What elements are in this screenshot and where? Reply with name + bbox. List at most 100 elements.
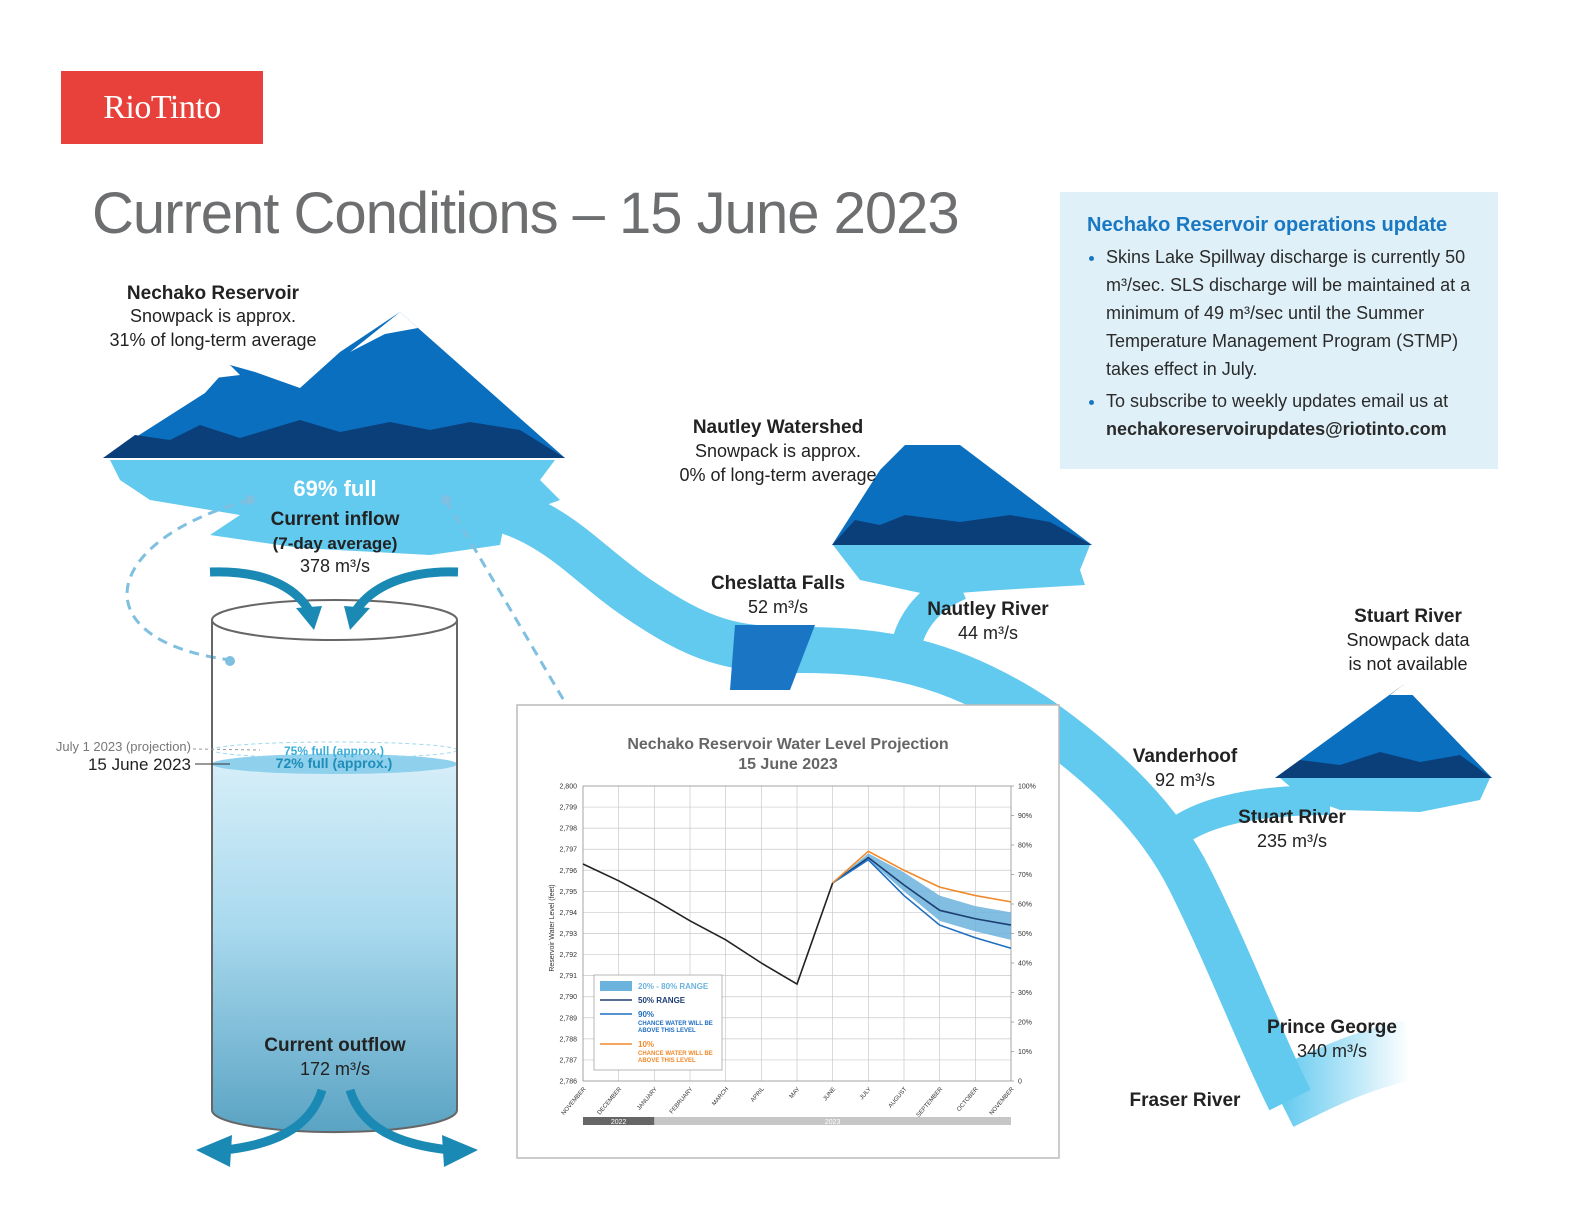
- y-tick-label: 2,798: [559, 826, 577, 833]
- range-band: [832, 853, 1011, 940]
- arrowhead: [196, 1135, 232, 1167]
- location-name: Prince George: [1267, 1017, 1397, 1038]
- location-text: Snowpack is approx.: [130, 306, 296, 326]
- y-tick-label: 2,795: [559, 889, 577, 896]
- arrowhead: [296, 606, 322, 630]
- connector: [444, 499, 585, 734]
- y-tick-label: 2,791: [559, 973, 577, 980]
- series-line: [832, 856, 1012, 926]
- mountain-shade: [103, 420, 565, 458]
- y-tick-label: 2,799: [559, 805, 577, 812]
- connector-dot: [245, 495, 255, 505]
- location-value: 340 m³/s: [1297, 1041, 1367, 1061]
- level-label: 72% full (approx.): [276, 755, 393, 771]
- legend-note-line: CHANCE WATER WILL BE: [638, 1051, 713, 1057]
- outflow-value: 172 m³/s: [300, 1059, 370, 1079]
- legend-label: 50% RANGE: [638, 996, 686, 1005]
- series-line: [832, 850, 1012, 903]
- connector-dot: [441, 495, 451, 505]
- level-label: 75% full (approx.): [284, 744, 384, 758]
- lake: [110, 460, 560, 555]
- location-name: Stuart River: [1238, 807, 1346, 828]
- legend-note-line: CHANCE WATER WILL BE: [638, 1021, 713, 1027]
- y-tick-label: 2,786: [559, 1079, 577, 1086]
- series-line: [832, 858, 1012, 950]
- location-value: 235 m³/s: [1257, 831, 1327, 851]
- chart-subtitle: 15 June 2023: [738, 756, 838, 773]
- location-value: 92 m³/s: [1155, 770, 1215, 790]
- water: [212, 764, 457, 1133]
- path: [345, 1088, 451, 1155]
- logo: RioTinto: [61, 71, 263, 144]
- mountain: [103, 312, 565, 458]
- cylinder-top: [211, 599, 458, 641]
- info-email: nechakoreservoirupdates@riotinto.com: [1106, 419, 1447, 439]
- chart-title: Nechako Reservoir Water Level Projection: [627, 736, 948, 753]
- info-text: Skins Lake Spillway discharge is current…: [1106, 247, 1471, 379]
- mountain-shade: [832, 515, 1092, 545]
- info-list: Skins Lake Spillway discharge is current…: [1087, 243, 1480, 443]
- legend-note-line: ABOVE THIS LEVEL: [638, 1058, 696, 1064]
- y-tick-label: 2,788: [559, 1036, 577, 1043]
- arrowhead: [344, 606, 370, 630]
- info-item: To subscribe to weekly updates email us …: [1106, 387, 1480, 443]
- y2-tick-label: 0: [1018, 1079, 1022, 1086]
- connector-dot: [225, 656, 235, 666]
- year-label: 2022: [611, 1119, 627, 1126]
- mountain: [1275, 685, 1492, 778]
- inflow-arrows: [209, 567, 459, 615]
- inflow-sublabel: (7-day average): [273, 534, 398, 553]
- y2-tick-label: 80%: [1018, 843, 1032, 850]
- mountain-snow: [350, 312, 418, 352]
- level-date: 15 June 2023: [88, 755, 191, 774]
- y-tick-label: 2,797: [559, 847, 577, 854]
- y-tick-label: 2,789: [559, 1015, 577, 1022]
- location-name: Nechako Reservoir: [127, 283, 300, 304]
- outflow-label: Current outflow: [264, 1035, 406, 1056]
- legend-label: 90%: [638, 1010, 654, 1019]
- y-tick-label: 2,800: [559, 784, 577, 791]
- y2-tick-label: 30%: [1018, 990, 1032, 997]
- info-text: To subscribe to weekly updates email us …: [1106, 391, 1449, 411]
- location-name: Stuart River: [1354, 606, 1462, 627]
- info-heading: Nechako Reservoir operations update: [1087, 214, 1448, 236]
- water-surface: [212, 754, 457, 774]
- arrowhead: [442, 1135, 478, 1167]
- legend-note: CHANCE WATER WILL BE ABOVE THIS LEVEL: [638, 1051, 713, 1064]
- location-value: 44 m³/s: [958, 623, 1018, 643]
- y-tick-label: 2,790: [559, 994, 577, 1001]
- y2-tick-label: 40%: [1018, 961, 1032, 968]
- y-tick-label: 2,787: [559, 1057, 577, 1064]
- lake: [1280, 778, 1490, 812]
- legend-label: 10%: [638, 1040, 654, 1049]
- y2-tick-label: 60%: [1018, 902, 1032, 909]
- path: [209, 567, 314, 615]
- y2-tick-label: 70%: [1018, 872, 1032, 879]
- y-tick-label: 2,792: [559, 952, 577, 959]
- mountain-snow: [215, 365, 240, 378]
- outflow-arrows: [224, 1088, 451, 1155]
- leader: [192, 748, 261, 751]
- y2-tick-label: 20%: [1018, 1020, 1032, 1027]
- y2-tick-label: 50%: [1018, 931, 1032, 938]
- y2-tick-label: 100%: [1018, 784, 1036, 791]
- river: [464, 477, 1311, 1111]
- info-item: Skins Lake Spillway discharge is current…: [1106, 243, 1480, 383]
- location-name: Vanderhoof: [1133, 746, 1238, 767]
- chart-frame: [516, 704, 1060, 1159]
- y2-tick-label: 90%: [1018, 813, 1032, 820]
- fill-level: 69% full: [293, 476, 376, 501]
- legend-note: CHANCE WATER WILL BE ABOVE THIS LEVEL: [638, 1021, 713, 1034]
- y-tick-label: 2,793: [559, 931, 577, 938]
- legend-note-line: ABOVE THIS LEVEL: [638, 1028, 696, 1034]
- cylinder-wall: [211, 620, 458, 1134]
- legend-label: 20% - 80% RANGE: [638, 982, 709, 991]
- location-name: Cheslatta Falls: [711, 573, 845, 594]
- info-box: Nechako Reservoir operations update Skin…: [1060, 192, 1498, 469]
- y-axis-label: Reservoir Water Level (feet): [549, 884, 556, 971]
- mountain-snow: [1390, 685, 1414, 695]
- waterfall: [730, 625, 815, 690]
- inflow-value: 378 m³/s: [300, 556, 370, 576]
